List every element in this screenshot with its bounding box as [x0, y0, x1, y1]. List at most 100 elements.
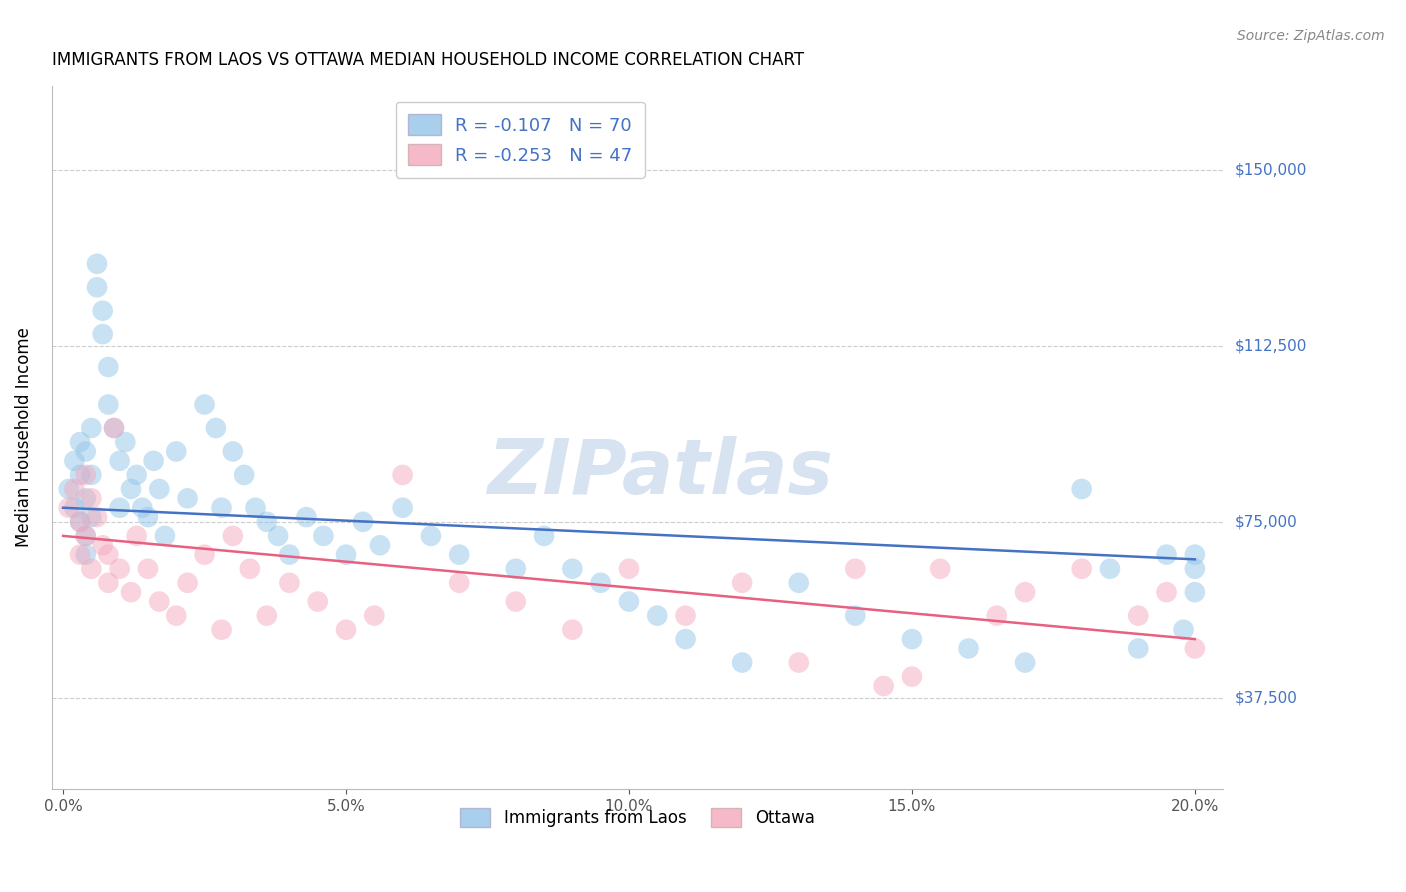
- Point: [75, 548, 97, 562]
- Point: [233, 467, 256, 482]
- Point: [1128, 641, 1150, 656]
- Text: Source: ZipAtlas.com: Source: ZipAtlas.com: [1237, 29, 1385, 43]
- Point: [844, 562, 866, 576]
- Y-axis label: Median Household Income: Median Household Income: [15, 327, 32, 548]
- Point: [561, 623, 583, 637]
- Point: [391, 467, 413, 482]
- Point: [787, 575, 810, 590]
- Point: [335, 548, 357, 562]
- Point: [239, 562, 262, 576]
- Point: [368, 538, 391, 552]
- Point: [108, 454, 131, 468]
- Point: [91, 327, 114, 342]
- Point: [58, 482, 80, 496]
- Point: [1184, 585, 1206, 599]
- Point: [131, 500, 153, 515]
- Point: [335, 623, 357, 637]
- Point: [352, 515, 374, 529]
- Point: [193, 548, 215, 562]
- Point: [142, 454, 165, 468]
- Point: [63, 500, 86, 515]
- Point: [69, 548, 91, 562]
- Point: [1070, 562, 1092, 576]
- Point: [86, 257, 108, 271]
- Point: [617, 562, 640, 576]
- Point: [86, 510, 108, 524]
- Point: [312, 529, 335, 543]
- Point: [1173, 623, 1195, 637]
- Point: [120, 585, 142, 599]
- Point: [75, 444, 97, 458]
- Point: [1098, 562, 1121, 576]
- Point: [245, 500, 267, 515]
- Point: [91, 538, 114, 552]
- Point: [80, 510, 103, 524]
- Point: [449, 548, 471, 562]
- Point: [1184, 641, 1206, 656]
- Point: [153, 529, 176, 543]
- Point: [165, 608, 187, 623]
- Text: ZIPatlas: ZIPatlas: [488, 435, 834, 509]
- Point: [986, 608, 1008, 623]
- Point: [69, 467, 91, 482]
- Point: [97, 359, 120, 374]
- Point: [505, 594, 527, 608]
- Point: [1184, 548, 1206, 562]
- Point: [391, 500, 413, 515]
- Point: [844, 608, 866, 623]
- Point: [589, 575, 612, 590]
- Point: [731, 656, 754, 670]
- Point: [505, 562, 527, 576]
- Point: [114, 435, 136, 450]
- Point: [211, 623, 233, 637]
- Point: [63, 454, 86, 468]
- Point: [211, 500, 233, 515]
- Point: [80, 562, 103, 576]
- Point: [136, 562, 159, 576]
- Point: [901, 670, 924, 684]
- Point: [165, 444, 187, 458]
- Point: [86, 280, 108, 294]
- Point: [533, 529, 555, 543]
- Point: [1070, 482, 1092, 496]
- Point: [108, 500, 131, 515]
- Point: [449, 575, 471, 590]
- Point: [75, 529, 97, 543]
- Text: $75,000: $75,000: [1234, 515, 1296, 529]
- Point: [901, 632, 924, 646]
- Point: [58, 500, 80, 515]
- Point: [97, 398, 120, 412]
- Point: [419, 529, 441, 543]
- Point: [69, 515, 91, 529]
- Text: IMMIGRANTS FROM LAOS VS OTTAWA MEDIAN HOUSEHOLD INCOME CORRELATION CHART: IMMIGRANTS FROM LAOS VS OTTAWA MEDIAN HO…: [52, 51, 804, 69]
- Point: [675, 608, 697, 623]
- Point: [97, 548, 120, 562]
- Point: [75, 491, 97, 506]
- Point: [176, 575, 198, 590]
- Point: [103, 421, 125, 435]
- Point: [148, 594, 170, 608]
- Point: [80, 467, 103, 482]
- Point: [125, 529, 148, 543]
- Point: [929, 562, 952, 576]
- Point: [75, 467, 97, 482]
- Point: [108, 562, 131, 576]
- Point: [69, 435, 91, 450]
- Point: [1156, 548, 1178, 562]
- Point: [136, 510, 159, 524]
- Point: [222, 444, 245, 458]
- Point: [256, 515, 278, 529]
- Point: [97, 575, 120, 590]
- Point: [645, 608, 668, 623]
- Text: $112,500: $112,500: [1234, 338, 1306, 353]
- Point: [561, 562, 583, 576]
- Point: [1014, 585, 1036, 599]
- Point: [363, 608, 385, 623]
- Point: [675, 632, 697, 646]
- Point: [1128, 608, 1150, 623]
- Point: [75, 529, 97, 543]
- Text: $37,500: $37,500: [1234, 690, 1298, 706]
- Point: [872, 679, 894, 693]
- Point: [256, 608, 278, 623]
- Point: [278, 548, 301, 562]
